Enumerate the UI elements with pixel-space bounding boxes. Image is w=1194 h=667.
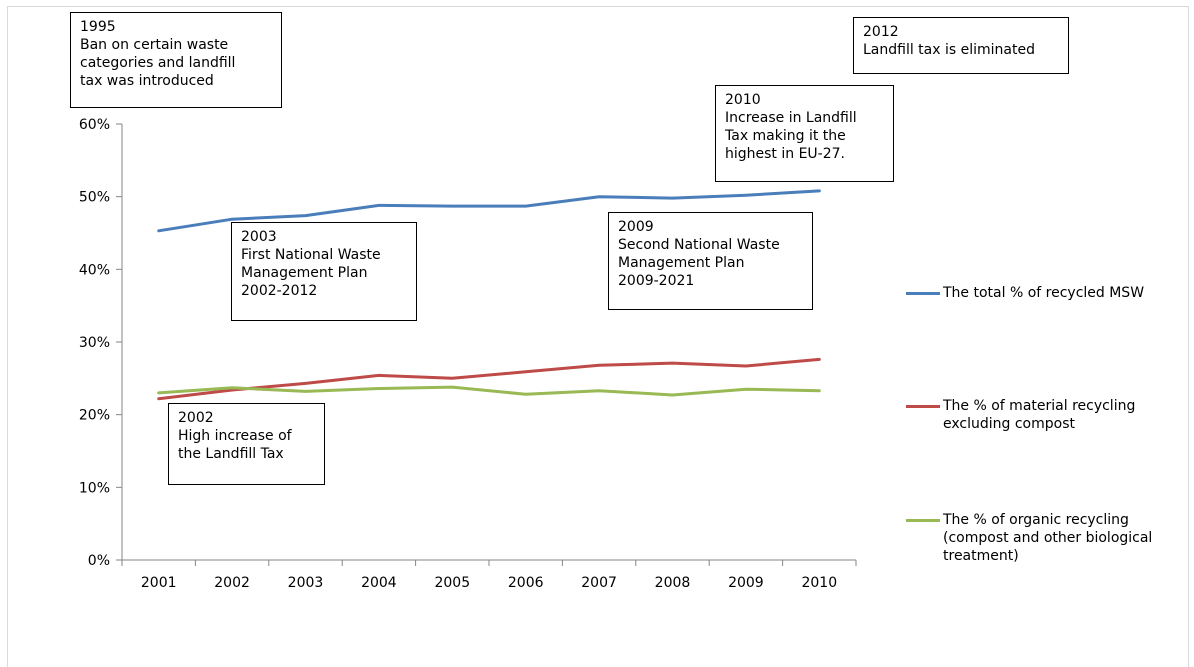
series-line-material (157, 357, 821, 401)
y-tick-label: 30% (79, 335, 110, 351)
x-tick-label: 2005 (434, 575, 470, 591)
annotation-1995: 1995 Ban on certain waste categories and… (70, 12, 282, 108)
x-tick-label: 2003 (288, 575, 324, 591)
axes: 0% 10% 20% 30% 40% 50% 60% 2001 2002 2003 2004 2005… (79, 117, 857, 591)
legend-item-total: The total % of recycled MSW (906, 284, 1144, 302)
chart-area: 0% 10% 20% 30% 40% 50% 60% 2001 2002 2003 2004 2005… (7, 6, 1189, 667)
chart-frame (7, 6, 1189, 667)
x-tick-label: 2001 (141, 575, 177, 591)
y-tick-label: 60% (79, 117, 110, 133)
legend: The total % of recycled MSW The % of mat… (906, 284, 1186, 584)
annotation-2003: 2003 First National Waste Management Pla… (231, 222, 417, 321)
legend-swatch-total (906, 292, 940, 295)
annotation-2010: 2010 Increase in Landfill Tax making it … (715, 85, 894, 182)
legend-swatch-material (906, 405, 940, 408)
x-tick-label: 2010 (801, 575, 837, 591)
y-tick-label: 10% (79, 480, 110, 496)
annotation-2002: 2002 High increase of the Landfill Tax (168, 403, 325, 485)
x-tick-label: 2008 (655, 575, 691, 591)
legend-item-organic: The % of organic recycling (compost and … (906, 511, 1152, 565)
series-line-organic (157, 385, 821, 397)
annotation-2012: 2012 Landfill tax is eliminated (853, 17, 1069, 74)
series-line-total (157, 189, 821, 233)
line-chart: 0% 10% 20% 30% 40% 50% 60% 2001 2002 2003 2004 2005… (79, 117, 857, 591)
legend-label-material: The % of material recycling excluding co… (943, 398, 1136, 432)
x-tick-label: 2006 (508, 575, 544, 591)
x-tick-label: 2009 (728, 575, 764, 591)
legend-label-total: The total % of recycled MSW (943, 285, 1145, 301)
annotation-2009: 2009 Second National Waste Management Pl… (608, 212, 813, 310)
y-tick-label: 0% (88, 553, 110, 569)
y-tick-label: 20% (79, 408, 110, 424)
y-tick-label: 50% (79, 190, 110, 206)
y-tick-label: 40% (79, 262, 110, 278)
legend-label-organic: The % of organic recycling (compost and … (943, 512, 1153, 564)
x-tick-label: 2007 (581, 575, 617, 591)
series-lines (157, 189, 821, 401)
x-tick-label: 2004 (361, 575, 397, 591)
legend-swatch-organic (906, 519, 940, 522)
legend-item-material: The % of material recycling excluding co… (906, 397, 1135, 433)
x-tick-label: 2002 (214, 575, 250, 591)
